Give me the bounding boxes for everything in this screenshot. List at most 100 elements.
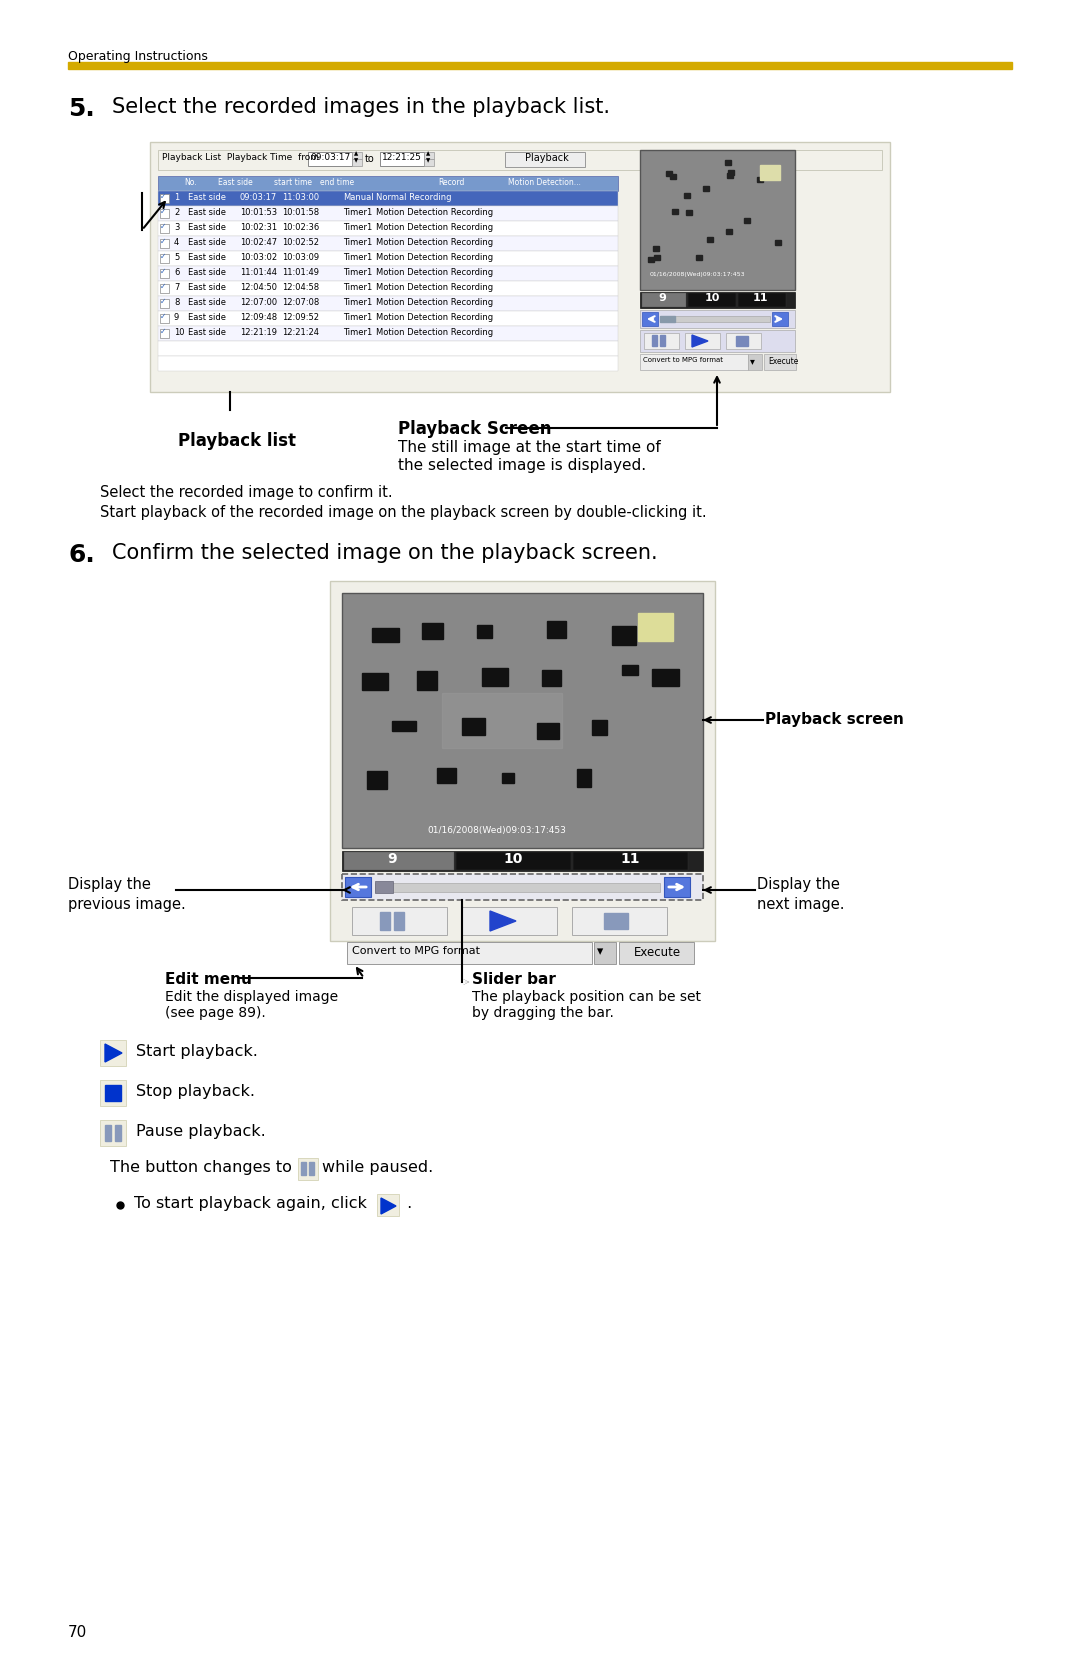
Text: 10:03:09: 10:03:09: [282, 254, 319, 262]
Bar: [573, 851, 688, 870]
Text: 12:07:08: 12:07:08: [282, 299, 320, 307]
Text: start time: start time: [274, 179, 312, 187]
Bar: [640, 150, 795, 290]
Bar: [462, 718, 485, 734]
Polygon shape: [105, 1045, 122, 1061]
Text: Start playback.: Start playback.: [136, 1045, 258, 1060]
Bar: [424, 152, 434, 159]
Text: Execute: Execute: [768, 357, 798, 366]
Text: ✓: ✓: [160, 207, 166, 215]
Bar: [352, 906, 447, 935]
Bar: [726, 229, 732, 234]
Bar: [462, 906, 557, 935]
Bar: [345, 876, 372, 896]
Bar: [648, 257, 653, 262]
Text: Motion Detection Recording: Motion Detection Recording: [376, 269, 494, 277]
Text: Manual: Manual: [343, 194, 374, 202]
Bar: [158, 295, 618, 310]
Bar: [764, 354, 796, 371]
Text: 11: 11: [753, 294, 769, 304]
Bar: [760, 165, 780, 180]
Bar: [377, 1193, 399, 1217]
Bar: [696, 255, 702, 260]
Bar: [342, 851, 703, 871]
Text: 12:09:52: 12:09:52: [282, 314, 319, 322]
Text: Start playback of the recorded image on the playback screen by double-clicking i: Start playback of the recorded image on …: [100, 506, 706, 521]
Text: next image.: next image.: [757, 896, 845, 911]
Text: The still image at the start time of: The still image at the start time of: [399, 441, 661, 456]
Text: East side: East side: [188, 254, 226, 262]
Bar: [604, 913, 627, 930]
Text: ▲: ▲: [426, 150, 430, 155]
Text: 12:04:50: 12:04:50: [240, 284, 276, 292]
Bar: [546, 621, 566, 638]
Text: ✓: ✓: [160, 282, 166, 290]
Bar: [738, 294, 786, 307]
Bar: [505, 152, 585, 167]
Text: East side: East side: [188, 239, 226, 247]
Text: ▾: ▾: [750, 355, 755, 366]
Bar: [160, 254, 168, 264]
Bar: [342, 875, 703, 900]
Text: Timer1: Timer1: [343, 224, 373, 232]
Text: 12:09:48: 12:09:48: [240, 314, 278, 322]
Bar: [502, 773, 514, 783]
Text: Confirm the selected image on the playback screen.: Confirm the selected image on the playba…: [112, 542, 658, 562]
Text: Timer1: Timer1: [343, 299, 373, 307]
Bar: [757, 177, 764, 182]
Text: ✓: ✓: [160, 222, 166, 230]
Text: 12:21:25: 12:21:25: [382, 154, 422, 162]
Text: Motion Detection Recording: Motion Detection Recording: [376, 209, 494, 217]
Bar: [437, 768, 456, 783]
Text: Slider bar: Slider bar: [472, 971, 556, 986]
Bar: [158, 310, 618, 325]
Bar: [100, 1120, 126, 1147]
Text: .: .: [402, 1197, 413, 1212]
Text: 10: 10: [503, 851, 523, 866]
Text: East side: East side: [188, 194, 226, 202]
Bar: [342, 592, 703, 848]
Bar: [640, 330, 795, 352]
Bar: [158, 265, 618, 280]
Polygon shape: [692, 335, 708, 347]
Bar: [622, 664, 638, 674]
Text: 10: 10: [174, 329, 185, 337]
Text: 9: 9: [658, 294, 666, 304]
Text: 09:03:17: 09:03:17: [310, 154, 350, 162]
Bar: [367, 771, 387, 789]
Text: 10:02:31: 10:02:31: [240, 224, 278, 232]
Bar: [394, 911, 404, 930]
Text: Select the recorded image to confirm it.: Select the recorded image to confirm it.: [100, 486, 393, 501]
Bar: [301, 1162, 306, 1175]
Bar: [150, 142, 890, 392]
Text: 11:01:44: 11:01:44: [240, 269, 276, 277]
Bar: [160, 299, 168, 309]
Bar: [158, 175, 618, 190]
Bar: [706, 237, 713, 242]
Bar: [68, 62, 1012, 68]
Bar: [577, 769, 591, 788]
Text: East side: East side: [188, 209, 226, 217]
Bar: [619, 941, 694, 965]
Text: 01/16/2008(Wed)09:03:17:453: 01/16/2008(Wed)09:03:17:453: [650, 272, 745, 277]
Text: 1: 1: [174, 194, 179, 202]
Text: 9: 9: [174, 314, 179, 322]
Bar: [375, 883, 660, 891]
Bar: [748, 354, 762, 371]
Bar: [158, 280, 618, 295]
Bar: [158, 150, 882, 170]
Text: Timer1: Timer1: [343, 239, 373, 247]
Bar: [644, 334, 679, 349]
Text: 10:02:52: 10:02:52: [282, 239, 319, 247]
Bar: [114, 1125, 121, 1142]
Text: Playback list: Playback list: [178, 432, 296, 451]
Bar: [158, 325, 618, 340]
Bar: [392, 721, 416, 731]
Text: Playback screen: Playback screen: [765, 713, 904, 728]
Text: 12:21:19: 12:21:19: [240, 329, 276, 337]
Polygon shape: [381, 1198, 396, 1213]
Bar: [703, 185, 710, 190]
Bar: [670, 174, 676, 179]
Bar: [330, 581, 715, 941]
Text: Pause playback.: Pause playback.: [136, 1123, 266, 1138]
